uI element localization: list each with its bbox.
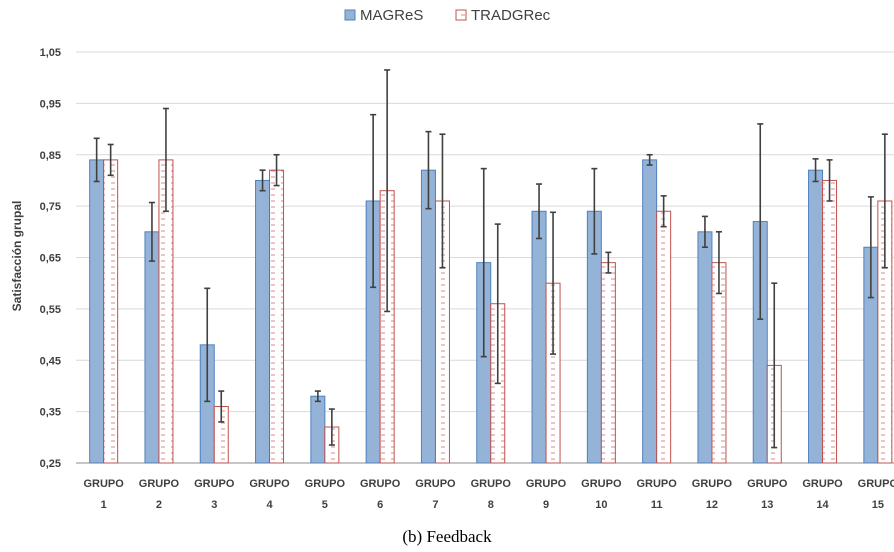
legend-swatch (455, 9, 467, 21)
x-tick-label: 9 (543, 499, 549, 511)
x-tick-label: GRUPO (305, 478, 346, 490)
bar-magres (420, 169, 436, 464)
legend-swatch (344, 9, 356, 21)
x-tick-label: 11 (651, 499, 663, 511)
y-tick-label: 0,55 (40, 304, 61, 316)
x-tick-label: 14 (816, 499, 829, 511)
bar-tradgrec (269, 169, 285, 464)
x-tick-label: GRUPO (249, 478, 290, 490)
bar-magres (808, 169, 824, 464)
x-tick-label: GRUPO (194, 478, 235, 490)
y-tick-label: 0,25 (40, 458, 61, 470)
bar-tradgrec (656, 210, 672, 464)
x-tick-label: GRUPO (526, 478, 567, 490)
bar-magres (642, 159, 658, 464)
figure-caption: (b) Feedback (402, 527, 492, 546)
y-tick-label: 1,05 (40, 47, 61, 59)
y-tick-label: 0,85 (40, 150, 61, 162)
y-tick-label: 0,45 (40, 355, 61, 367)
x-tick-label: 5 (322, 499, 328, 511)
x-tick-label: 12 (706, 499, 718, 511)
x-tick-label: GRUPO (747, 478, 788, 490)
legend-label: TRADGRec (471, 7, 551, 24)
x-tick-label: GRUPO (581, 478, 622, 490)
x-tick-label: GRUPO (692, 478, 733, 490)
bar-tradgrec (822, 179, 838, 464)
bar-magres (144, 231, 160, 464)
bar-magres (255, 179, 271, 464)
bar-magres (531, 210, 547, 464)
x-tick-label: GRUPO (471, 478, 512, 490)
x-tick-label: 3 (211, 499, 217, 511)
x-tick-label: 4 (266, 499, 273, 511)
bar-magres (310, 395, 326, 464)
y-tick-label: 0,95 (40, 98, 61, 110)
x-tick-label: GRUPO (636, 478, 677, 490)
x-tick-label: GRUPO (415, 478, 456, 490)
x-tick-label: 1 (101, 499, 107, 511)
bar-magres (89, 159, 105, 464)
x-tick-label: 6 (377, 499, 383, 511)
x-tick-label: GRUPO (139, 478, 180, 490)
x-tick-label: 15 (872, 499, 884, 511)
x-tick-label: 13 (761, 499, 773, 511)
x-tick-label: 10 (595, 499, 607, 511)
legend: MAGReS TRADGRec (344, 7, 551, 24)
x-tick-label: GRUPO (83, 478, 124, 490)
x-tick-label: GRUPO (360, 478, 401, 490)
y-axis-label: Satisfacción grupal (10, 201, 24, 312)
bar-chart: 0,25 0,35 0,45 0,55 0,65 0,75 0,85 0,95 1,05 GRUP… (10, 7, 894, 511)
x-tick-label: 7 (432, 499, 438, 511)
y-tick-label: 0,75 (40, 201, 61, 213)
legend-label: MAGReS (360, 7, 423, 24)
bar-tradgrec (103, 159, 119, 464)
x-tick-label: GRUPO (802, 478, 843, 490)
bar-tradgrec (600, 262, 616, 464)
error-bars (93, 69, 888, 449)
x-tick-label: 2 (156, 499, 162, 511)
y-tick-label: 0,35 (40, 407, 61, 419)
axes: 0,25 0,35 0,45 0,55 0,65 0,75 0,85 0,95 1,05 GRUP… (40, 47, 894, 511)
x-tick-label: GRUPO (858, 478, 894, 490)
bars (89, 159, 893, 464)
y-tick-label: 0,65 (40, 253, 61, 265)
x-tick-label: 8 (488, 499, 494, 511)
bar-magres (697, 231, 713, 464)
